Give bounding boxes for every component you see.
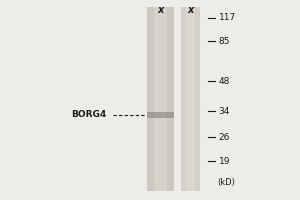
Text: x: x (188, 5, 194, 15)
Text: 19: 19 (218, 156, 230, 166)
Text: 26: 26 (218, 132, 230, 142)
Text: x: x (158, 5, 164, 15)
Text: BORG4: BORG4 (71, 110, 106, 119)
Text: 117: 117 (218, 14, 236, 22)
Bar (147, 112, 174, 118)
Bar (154, 7, 166, 191)
Bar (186, 7, 195, 191)
Text: 48: 48 (218, 76, 230, 86)
Text: 85: 85 (218, 36, 230, 46)
Text: (kD): (kD) (218, 178, 236, 188)
Bar (147, 7, 174, 191)
Text: 34: 34 (218, 107, 230, 116)
Bar (181, 7, 200, 191)
